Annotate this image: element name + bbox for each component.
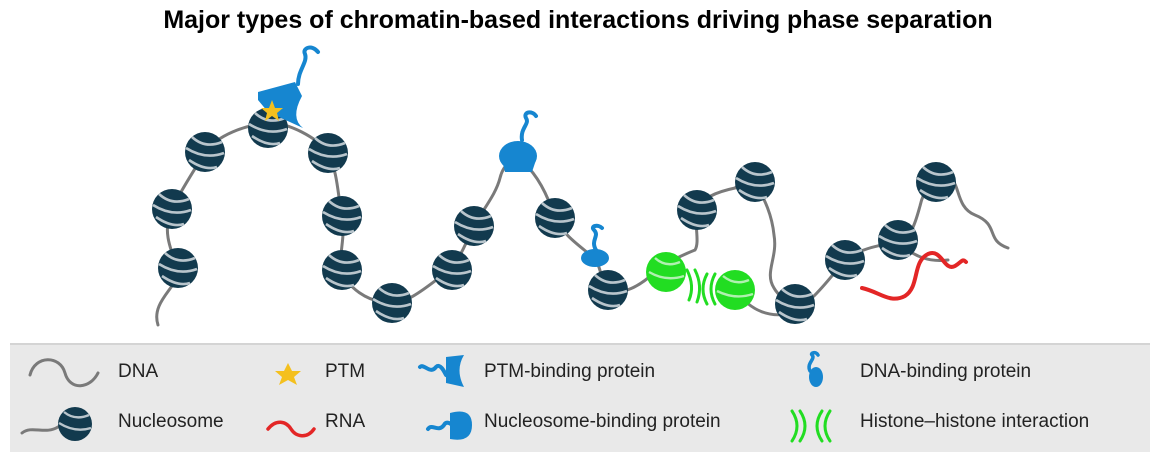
- nucleosome: [320, 194, 364, 238]
- nucleosome: [183, 130, 227, 174]
- nucleosome-binding-protein: [499, 110, 538, 172]
- nucleosome: [914, 160, 958, 204]
- nucleosome: [156, 246, 200, 290]
- nucleosome: [320, 248, 364, 292]
- dna-binding-protein: [581, 223, 609, 267]
- ptm-icon: [275, 363, 301, 385]
- nucleosome: [586, 268, 630, 312]
- diagram-title: Major types of chromatin-based interacti…: [163, 6, 993, 34]
- nucleosome: [306, 131, 350, 175]
- dna-binding-protein-icon: [807, 350, 823, 387]
- nucleosome: [150, 187, 194, 231]
- nucleosome-binding-protein-icon: [426, 411, 472, 440]
- legend-panel: DNA Nucleosome PTM RNA PTM-binding prote…: [10, 343, 1150, 452]
- rna-icon: [266, 420, 316, 438]
- nucleosome: [773, 282, 817, 326]
- legend-ptm-binding-label: PTM-binding protein: [484, 361, 656, 382]
- ptm-star-icon: [261, 100, 283, 121]
- nucleosome: [370, 281, 414, 325]
- legend-histone-histone-label: Histone–histone interaction: [860, 411, 1090, 432]
- legend-dna-label: DNA: [118, 361, 159, 382]
- nucleosome: [533, 196, 577, 240]
- nucleosome: [430, 248, 474, 292]
- nucleosome: [452, 204, 496, 248]
- dna-icon: [28, 358, 100, 388]
- legend-dna-binding-label: DNA-binding protein: [860, 361, 1032, 382]
- nucleosome: [675, 188, 719, 232]
- ptm-binding-protein-icon: [418, 355, 464, 387]
- nucleosome: [823, 238, 867, 282]
- nucleosome: [733, 160, 777, 204]
- legend-ptm-label: PTM: [325, 361, 366, 382]
- nucleosome-icon: [20, 407, 92, 441]
- legend-rna-label: RNA: [325, 411, 366, 432]
- histone-interaction-icon: [790, 409, 832, 443]
- legend-nucleosome-binding-label: Nucleosome-binding protein: [484, 411, 721, 432]
- rna-strand: [860, 251, 968, 301]
- legend-nucleosome-label: Nucleosome: [118, 411, 224, 432]
- nucleosome: [876, 218, 920, 262]
- histone-interaction: [646, 252, 755, 310]
- ptm-binding-protein: [258, 45, 320, 128]
